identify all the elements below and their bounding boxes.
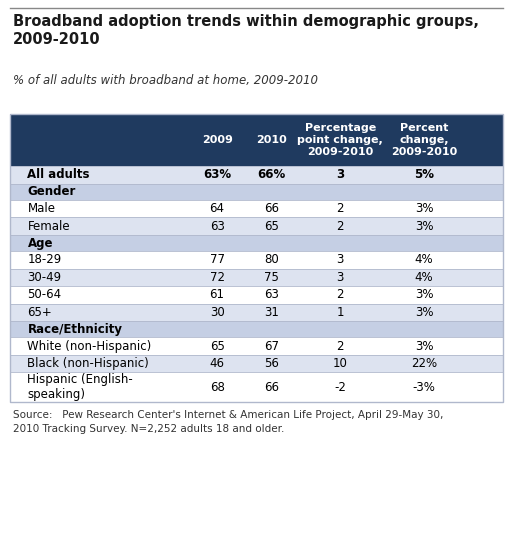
Text: 3: 3: [336, 168, 344, 181]
Text: 4%: 4%: [415, 253, 433, 267]
Text: 10: 10: [333, 357, 348, 370]
Text: 3: 3: [337, 253, 344, 267]
Text: 30: 30: [210, 306, 225, 319]
Bar: [10, 269, 503, 286]
Text: 3: 3: [337, 271, 344, 284]
Text: Hispanic (English-
speaking): Hispanic (English- speaking): [27, 373, 133, 401]
Text: Male: Male: [27, 202, 55, 215]
Bar: [10, 166, 503, 184]
Text: 5%: 5%: [414, 168, 434, 181]
Text: Source:   Pew Research Center's Internet & American Life Project, April 29-May 3: Source: Pew Research Center's Internet &…: [13, 410, 443, 434]
Text: 3%: 3%: [415, 306, 433, 319]
Bar: [10, 217, 503, 235]
Bar: [10, 304, 503, 321]
Text: 63: 63: [264, 288, 279, 301]
Text: 1: 1: [337, 306, 344, 319]
Text: 2: 2: [337, 202, 344, 215]
Text: 30-49: 30-49: [27, 271, 61, 284]
Text: 2010: 2010: [256, 135, 287, 146]
Text: 3%: 3%: [415, 202, 433, 215]
Text: -3%: -3%: [412, 381, 435, 393]
Text: 50-64: 50-64: [27, 288, 61, 301]
Text: -2: -2: [334, 381, 346, 393]
Text: 75: 75: [264, 271, 279, 284]
Text: 61: 61: [210, 288, 225, 301]
Text: White (non-Hispanic): White (non-Hispanic): [27, 340, 152, 353]
Text: Black (non-Hispanic): Black (non-Hispanic): [27, 357, 149, 370]
Text: 63%: 63%: [203, 168, 231, 181]
Text: 22%: 22%: [411, 357, 437, 370]
Text: 46: 46: [210, 357, 225, 370]
Text: 3%: 3%: [415, 220, 433, 233]
Text: 67: 67: [264, 340, 279, 353]
Text: 66: 66: [264, 381, 279, 393]
Text: 77: 77: [210, 253, 225, 267]
Bar: [10, 114, 503, 402]
Text: Percentage
point change,
2009-2010: Percentage point change, 2009-2010: [298, 123, 383, 158]
Text: 66: 66: [264, 202, 279, 215]
Bar: [10, 337, 503, 355]
Text: Percent
change,
2009-2010: Percent change, 2009-2010: [391, 123, 457, 158]
Text: 64: 64: [210, 202, 225, 215]
Text: 2009: 2009: [202, 135, 233, 146]
Text: All adults: All adults: [27, 168, 90, 181]
Text: Female: Female: [27, 220, 70, 233]
Text: 18-29: 18-29: [27, 253, 62, 267]
Bar: [10, 200, 503, 217]
Text: 63: 63: [210, 220, 225, 233]
Text: % of all adults with broadband at home, 2009-2010: % of all adults with broadband at home, …: [13, 74, 318, 87]
Text: 68: 68: [210, 381, 225, 393]
Text: 72: 72: [210, 271, 225, 284]
Text: 31: 31: [264, 306, 279, 319]
Text: Race/Ethnicity: Race/Ethnicity: [27, 323, 122, 336]
Bar: [10, 184, 503, 200]
Bar: [10, 321, 503, 337]
Text: 4%: 4%: [415, 271, 433, 284]
Bar: [10, 235, 503, 251]
Text: 3%: 3%: [415, 288, 433, 301]
Bar: [10, 372, 503, 402]
Bar: [10, 251, 503, 269]
Text: 66%: 66%: [257, 168, 285, 181]
Text: 65: 65: [264, 220, 279, 233]
Bar: [10, 114, 503, 166]
Bar: [10, 286, 503, 304]
Text: 65+: 65+: [27, 306, 52, 319]
Text: 2: 2: [337, 288, 344, 301]
Text: 2: 2: [337, 340, 344, 353]
Text: 3%: 3%: [415, 340, 433, 353]
Text: 80: 80: [264, 253, 279, 267]
Text: 2: 2: [337, 220, 344, 233]
Text: 65: 65: [210, 340, 225, 353]
Bar: [10, 355, 503, 372]
Text: Age: Age: [27, 237, 53, 250]
Text: 56: 56: [264, 357, 279, 370]
Text: Gender: Gender: [27, 185, 76, 198]
Text: Broadband adoption trends within demographic groups,
2009-2010: Broadband adoption trends within demogra…: [13, 14, 479, 47]
